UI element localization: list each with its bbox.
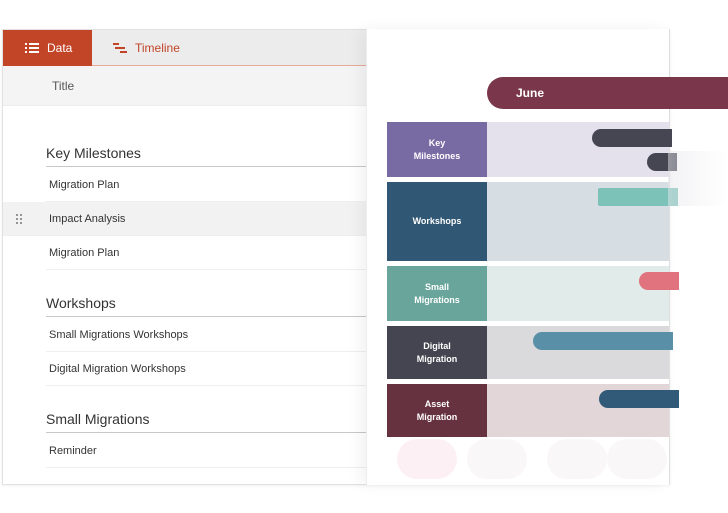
- group-title-key-milestones: Key Milestones: [46, 145, 376, 167]
- tab-data-label: Data: [47, 41, 73, 55]
- table-row[interactable]: Digital Migration Workshops: [46, 352, 376, 386]
- ghost-shape: [607, 439, 667, 479]
- lane-track: [487, 326, 673, 379]
- lane-label: Small Migrations: [387, 266, 487, 321]
- lane-label: Digital Migration: [387, 326, 487, 379]
- lane-key-milestones: Key Milestones: [387, 122, 677, 177]
- timeline-bar[interactable]: [599, 390, 679, 408]
- month-header-fade: [669, 77, 728, 109]
- row-title: Digital Migration Workshops: [49, 362, 186, 375]
- row-title: Migration Plan: [49, 246, 120, 259]
- timeline-bar[interactable]: [533, 332, 673, 350]
- group-title-text: Small Migrations: [46, 411, 150, 427]
- lane-label: Asset Migration: [387, 384, 487, 437]
- column-header-title: Title: [52, 79, 75, 93]
- lane-label: Workshops: [387, 182, 487, 261]
- row-title: Impact Analysis: [49, 212, 126, 225]
- tab-data[interactable]: Data: [3, 30, 92, 66]
- timeline-bar[interactable]: [592, 129, 672, 147]
- timeline-bar[interactable]: [639, 272, 679, 290]
- table-row-hovered[interactable]: Impact Analysis: [3, 202, 376, 236]
- row-title: Small Migrations Workshops: [49, 328, 189, 341]
- timeline-bar[interactable]: [598, 188, 678, 206]
- timeline-icon: [113, 42, 127, 54]
- ghost-shape: [467, 439, 527, 479]
- timeline-preview: June Key Milestones Workshops Small Migr…: [366, 29, 728, 485]
- group-title-workshops: Workshops: [46, 295, 376, 317]
- ghost-shape: [397, 439, 457, 479]
- row-title: Migration Plan: [49, 178, 120, 191]
- group-title-text: Workshops: [46, 295, 116, 311]
- lane-fade: [668, 151, 728, 206]
- lane-workshops: Workshops: [387, 182, 678, 261]
- ghost-shape: [547, 439, 607, 479]
- table-row[interactable]: Migration Plan: [46, 236, 376, 270]
- month-label: June: [516, 86, 545, 100]
- table-row[interactable]: Small Migrations Workshops: [46, 318, 376, 352]
- tab-timeline-label: Timeline: [135, 41, 180, 55]
- table-row[interactable]: Reminder: [46, 434, 376, 468]
- lane-track: [487, 182, 678, 261]
- group-title-text: Key Milestones: [46, 145, 141, 161]
- table-row[interactable]: Migration Plan: [46, 168, 376, 202]
- lane-track: [487, 122, 677, 177]
- row-title: Reminder: [49, 444, 97, 457]
- lane-track: [487, 384, 679, 437]
- lane-track: [487, 266, 679, 321]
- list-icon: [25, 42, 39, 54]
- group-title-small-migrations: Small Migrations: [46, 411, 376, 433]
- tab-timeline[interactable]: Timeline: [99, 30, 219, 66]
- drag-handle-icon[interactable]: [16, 214, 24, 224]
- lane-asset-migration: Asset Migration: [387, 384, 679, 437]
- lane-digital-migration: Digital Migration: [387, 326, 673, 379]
- lane-label: Key Milestones: [387, 122, 487, 177]
- month-header: June: [487, 77, 728, 109]
- lane-small-migrations: Small Migrations: [387, 266, 679, 321]
